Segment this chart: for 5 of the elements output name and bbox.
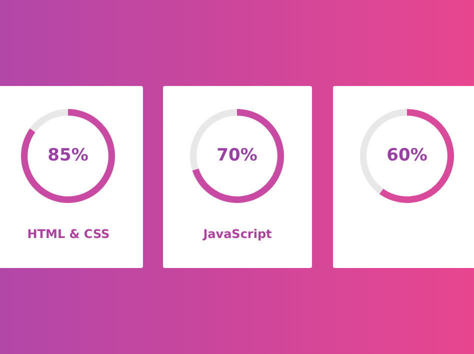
slice-label: HTML & CSS <box>26 227 111 241</box>
data-label: 70% <box>216 145 258 166</box>
data-label: 60% <box>386 145 428 166</box>
data-label: 85% <box>48 145 88 166</box>
slice-label: JavaScript <box>202 227 273 241</box>
